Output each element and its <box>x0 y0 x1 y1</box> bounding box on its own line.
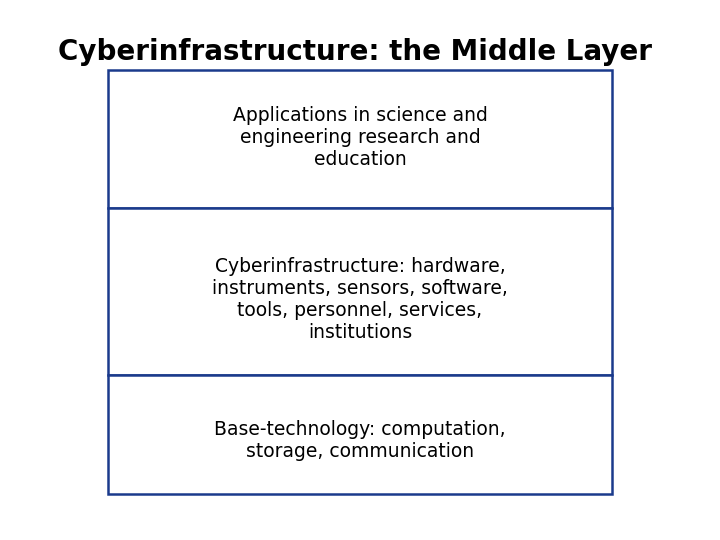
Text: Applications in science and
engineering research and
education: Applications in science and engineering … <box>233 106 487 169</box>
Bar <box>108 375 612 494</box>
Text: Cyberinfrastructure: hardware,
instruments, sensors, software,
tools, personnel,: Cyberinfrastructure: hardware, instrumen… <box>212 257 508 342</box>
Bar <box>108 208 612 375</box>
Bar <box>108 70 612 208</box>
Text: Base-technology: computation,
storage, communication: Base-technology: computation, storage, c… <box>214 420 506 461</box>
Text: Cyberinfrastructure: the Middle Layer: Cyberinfrastructure: the Middle Layer <box>58 38 652 66</box>
